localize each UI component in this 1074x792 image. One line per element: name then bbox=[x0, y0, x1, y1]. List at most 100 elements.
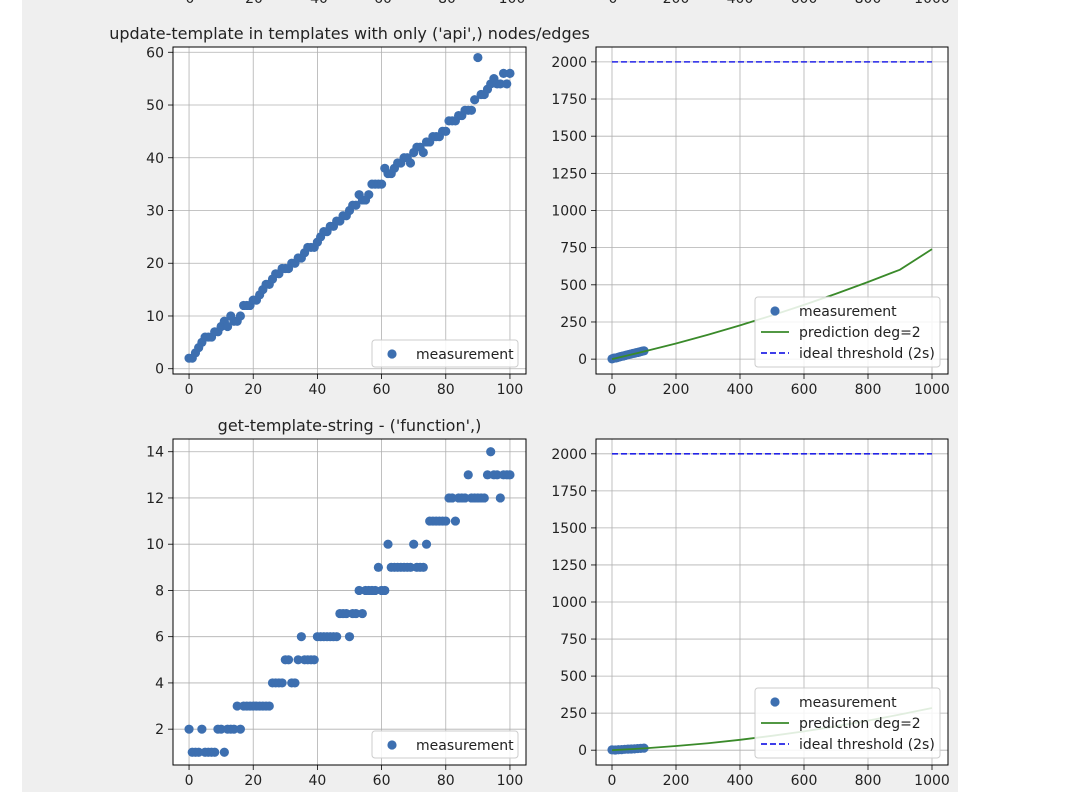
measurement-point bbox=[210, 747, 220, 757]
y-tick-label: 14 bbox=[146, 445, 164, 461]
x-tick-label: 400 bbox=[727, 382, 754, 398]
y-tick-label: 10 bbox=[146, 309, 164, 325]
measurement-point bbox=[473, 52, 483, 63]
measurement-point bbox=[376, 179, 387, 189]
measurement-point bbox=[351, 608, 361, 619]
x-tick-label: 0 bbox=[608, 773, 617, 789]
x-tick-label: 80 bbox=[437, 773, 455, 789]
y-tick-label: 1500 bbox=[551, 129, 587, 145]
y-tick-label: 500 bbox=[560, 669, 587, 685]
x-tick-label: 40 bbox=[308, 773, 326, 789]
x-tick-label: 400 bbox=[727, 773, 754, 789]
legend-label: measurement bbox=[416, 738, 514, 754]
measurement-point bbox=[293, 655, 303, 665]
y-tick-label: 4 bbox=[155, 676, 164, 692]
measurement-point bbox=[502, 79, 512, 89]
measurement-point bbox=[344, 632, 355, 642]
x-tick-label: 200 bbox=[663, 773, 690, 789]
x-tick-label: 1000 bbox=[914, 773, 950, 789]
measurement-point bbox=[482, 470, 493, 480]
legend-marker bbox=[387, 740, 397, 750]
y-tick-label: 1000 bbox=[551, 595, 587, 611]
x-tick-label: 800 bbox=[855, 382, 882, 398]
measurement-point bbox=[232, 701, 242, 711]
legend-marker bbox=[387, 349, 397, 359]
measurement-point bbox=[277, 678, 287, 688]
top-strip-tick-label: 0 bbox=[609, 0, 618, 7]
y-tick-label: 1750 bbox=[551, 92, 587, 108]
measurement-point bbox=[418, 147, 428, 158]
measurement-point bbox=[216, 724, 226, 734]
x-tick-label: 1000 bbox=[914, 382, 950, 398]
top-strip-tick-label: 20 bbox=[245, 0, 263, 7]
measurement-point bbox=[380, 585, 390, 596]
y-tick-label: 1250 bbox=[551, 166, 587, 182]
measurement-point bbox=[235, 724, 245, 734]
y-tick-label: 10 bbox=[146, 537, 164, 553]
y-tick-label: 2 bbox=[155, 722, 164, 738]
legend-label: ideal threshold (2s) bbox=[799, 737, 935, 753]
y-tick-label: 1000 bbox=[551, 204, 587, 220]
top-strip-tick-label: 0 bbox=[186, 0, 195, 7]
measurement-point bbox=[466, 105, 477, 115]
measurement-point bbox=[450, 516, 460, 526]
top-strip-tick-label: 400 bbox=[727, 0, 754, 7]
measurement-point bbox=[405, 158, 416, 168]
measurement-point bbox=[441, 126, 451, 136]
measurement-point bbox=[418, 562, 428, 572]
x-tick-label: 80 bbox=[437, 382, 455, 398]
measurement-point bbox=[283, 655, 294, 665]
measurement-point bbox=[495, 79, 505, 89]
measurement-point bbox=[495, 493, 505, 503]
y-tick-label: 50 bbox=[146, 98, 164, 114]
y-tick-label: 750 bbox=[560, 632, 587, 648]
y-tick-label: 8 bbox=[155, 583, 164, 599]
measurement-point bbox=[479, 493, 489, 503]
y-tick-label: 60 bbox=[146, 45, 164, 61]
top-strip-tick-label: 100 bbox=[499, 0, 526, 7]
legend-marker bbox=[770, 306, 780, 316]
measurement-point bbox=[222, 321, 233, 332]
chart-panel-4: 0 200 400 600 800 1000 0 250 500 750 1000 1250 1500 1… bbox=[551, 438, 950, 789]
y-tick-label: 1250 bbox=[551, 558, 587, 574]
y-tick-label: 250 bbox=[560, 315, 587, 331]
x-tick-label: 0 bbox=[608, 382, 617, 398]
x-tick-label: 600 bbox=[791, 773, 818, 789]
y-tick-label: 0 bbox=[578, 352, 587, 368]
legend-label: measurement bbox=[799, 304, 897, 320]
top-strip-tick-label: 200 bbox=[663, 0, 690, 7]
x-tick-label: 40 bbox=[308, 382, 326, 398]
measurement-point bbox=[194, 747, 204, 757]
plot-area bbox=[173, 439, 526, 765]
x-tick-label: 0 bbox=[185, 382, 194, 398]
measurement-point bbox=[421, 539, 432, 549]
top-strip-tick-label: 40 bbox=[310, 0, 328, 7]
measurement-point bbox=[351, 200, 361, 210]
measurement-point bbox=[264, 701, 274, 711]
axes-frame bbox=[172, 46, 527, 375]
x-tick-label: 800 bbox=[855, 773, 882, 789]
measurement-point bbox=[354, 585, 364, 596]
legend-label: ideal threshold (2s) bbox=[799, 346, 935, 362]
measurement-point bbox=[405, 562, 416, 572]
top-strip-tick-label: 60 bbox=[374, 0, 392, 7]
x-tick-label: 100 bbox=[497, 773, 524, 789]
x-tick-label: 60 bbox=[373, 773, 391, 789]
legend-label: measurement bbox=[416, 347, 514, 363]
y-tick-label: 2000 bbox=[551, 447, 587, 463]
chart-title: update-template in templates with only (… bbox=[109, 24, 590, 43]
measurement-point bbox=[460, 493, 470, 503]
legend: measurement prediction deg=2 ideal thresho… bbox=[754, 296, 941, 368]
measurement-point bbox=[383, 539, 393, 549]
measurement-point bbox=[492, 470, 502, 480]
x-tick-label: 600 bbox=[791, 382, 818, 398]
x-tick-label: 100 bbox=[497, 382, 524, 398]
measurement-point bbox=[341, 608, 351, 619]
chart-title: get-template-string - ('function',) bbox=[218, 416, 482, 435]
measurement-point bbox=[505, 470, 515, 480]
measurement-point bbox=[357, 608, 367, 619]
y-tick-label: 30 bbox=[146, 204, 164, 220]
measurement-point bbox=[364, 190, 374, 200]
measurement-point bbox=[441, 516, 451, 526]
top-strip-tick-label: 800 bbox=[855, 0, 882, 7]
